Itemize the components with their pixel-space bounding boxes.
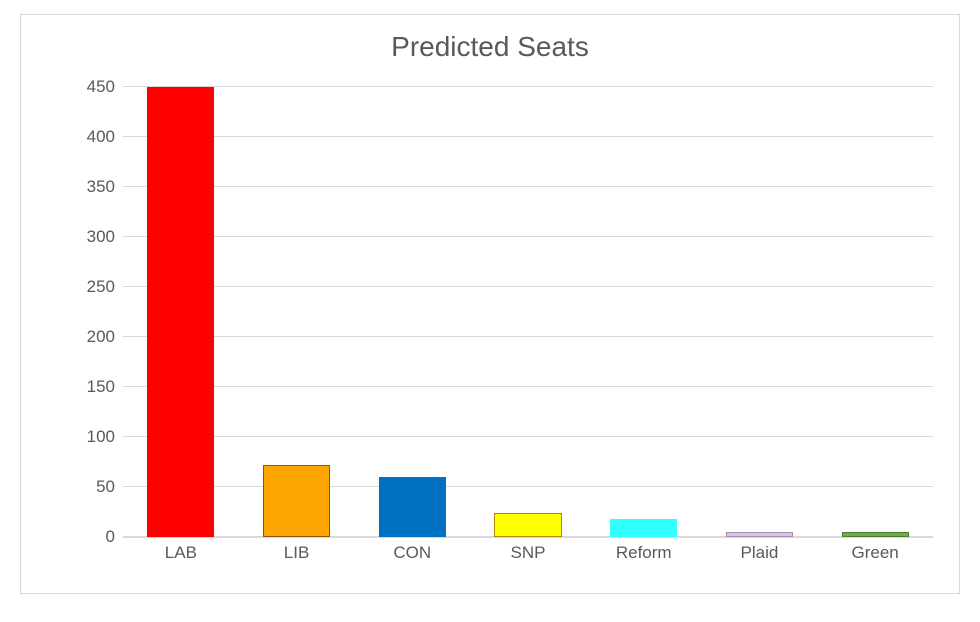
gridline: [123, 336, 933, 337]
gridline: [123, 386, 933, 387]
x-tick-label: LAB: [165, 543, 197, 563]
y-tick-label: 150: [87, 377, 115, 397]
gridline: [123, 86, 933, 87]
y-tick-label: 50: [96, 477, 115, 497]
gridline: [123, 136, 933, 137]
bar-plaid: [726, 532, 793, 537]
y-tick-label: 200: [87, 327, 115, 347]
gridline: [123, 286, 933, 287]
x-tick-label: SNP: [511, 543, 546, 563]
bar-reform: [610, 519, 677, 537]
y-tick-label: 350: [87, 177, 115, 197]
chart-frame: Predicted Seats 050100150200250300350400…: [20, 14, 960, 594]
gridline: [123, 236, 933, 237]
y-tick-label: 250: [87, 277, 115, 297]
y-tick-label: 0: [106, 527, 115, 547]
y-tick-label: 100: [87, 427, 115, 447]
y-tick-label: 400: [87, 127, 115, 147]
y-tick-label: 450: [87, 77, 115, 97]
bar-lab: [147, 87, 214, 537]
gridline: [123, 486, 933, 487]
plot-area-inner: 050100150200250300350400450LABLIBCONSNPR…: [123, 87, 933, 538]
plot-area: 050100150200250300350400450LABLIBCONSNPR…: [123, 87, 933, 537]
x-tick-label: CON: [393, 543, 431, 563]
gridline: [123, 186, 933, 187]
x-tick-label: Reform: [616, 543, 672, 563]
bar-snp: [494, 513, 561, 537]
bar-green: [842, 532, 909, 537]
x-tick-label: Plaid: [741, 543, 779, 563]
bar-lib: [263, 465, 330, 537]
gridline: [123, 436, 933, 437]
x-tick-label: LIB: [284, 543, 310, 563]
y-tick-label: 300: [87, 227, 115, 247]
chart-title: Predicted Seats: [21, 31, 959, 63]
bar-con: [379, 477, 446, 537]
x-tick-label: Green: [852, 543, 899, 563]
